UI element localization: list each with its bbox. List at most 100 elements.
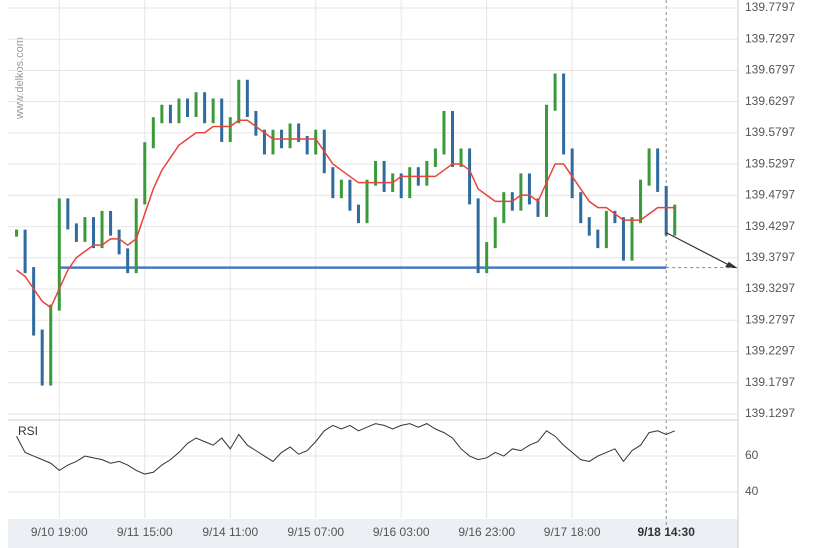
price-bar <box>305 135 309 155</box>
price-bar <box>288 123 292 149</box>
price-bar <box>442 110 446 155</box>
y-tick-label: 139.3297 <box>745 281 795 295</box>
price-bar <box>237 79 241 124</box>
price-bar <box>604 210 608 249</box>
price-bar <box>553 73 557 111</box>
price-bar <box>664 185 668 236</box>
x-tick-label: 9/16 03:00 <box>373 525 430 539</box>
price-bar <box>66 198 70 230</box>
x-tick-label: 9/16 23:00 <box>458 525 515 539</box>
price-bar <box>468 148 472 205</box>
price-bar <box>433 148 437 167</box>
price-bar <box>91 217 95 249</box>
y-tick-label: 139.5297 <box>745 156 795 170</box>
y-tick-label: 139.6797 <box>745 63 795 77</box>
x-tick-label: 9/14 11:00 <box>202 525 258 539</box>
price-bar <box>109 210 113 236</box>
price-bar <box>596 229 600 249</box>
price-bar <box>83 217 87 242</box>
price-bar <box>647 148 651 186</box>
price-bar <box>177 98 181 124</box>
price-bar <box>126 248 130 274</box>
price-bar <box>382 160 386 192</box>
price-bar <box>613 210 617 224</box>
price-bar <box>673 204 677 236</box>
price-bar <box>203 92 207 124</box>
price-bar <box>450 110 454 167</box>
price-bar <box>459 148 463 167</box>
y-tick-label: 139.4297 <box>745 219 795 233</box>
price-bar <box>254 110 258 136</box>
x-tick-label: 9/18 14:30 <box>638 525 696 539</box>
price-bar <box>40 329 44 386</box>
price-bar <box>134 198 138 274</box>
price-bar <box>425 160 429 186</box>
y-tick-label: 139.2797 <box>745 312 795 326</box>
y-tick-label: 139.2297 <box>745 344 795 358</box>
price-bar <box>15 229 19 237</box>
price-bar <box>117 229 121 255</box>
price-bar <box>587 217 591 236</box>
price-bar <box>348 179 352 211</box>
price-bar <box>32 267 36 336</box>
price-bar <box>23 229 27 274</box>
price-bar <box>271 129 275 155</box>
price-bar <box>519 173 523 211</box>
price-bar <box>151 117 155 149</box>
price-bar <box>297 123 301 142</box>
price-bar <box>57 198 61 311</box>
price-bar <box>545 104 549 217</box>
price-bar <box>493 217 497 249</box>
price-bar <box>399 173 403 199</box>
y-tick-label: 60 <box>745 448 759 462</box>
price-bar <box>621 217 625 261</box>
price-bar <box>536 198 540 217</box>
price-bar <box>630 217 634 261</box>
price-bar <box>100 210 104 249</box>
price-bar <box>562 73 566 155</box>
price-bar <box>527 173 531 205</box>
y-tick-label: 139.6297 <box>745 94 795 108</box>
price-bar <box>262 129 266 155</box>
y-tick-label: 139.5797 <box>745 125 795 139</box>
price-bar <box>579 192 583 224</box>
y-tick-label: 139.1297 <box>745 406 795 420</box>
price-bar <box>194 92 198 117</box>
price-bar <box>374 160 378 186</box>
price-bar <box>186 98 190 117</box>
rsi-line <box>16 423 675 475</box>
price-bar <box>160 104 164 124</box>
price-bar <box>365 179 369 224</box>
rsi-label: RSI <box>18 424 38 438</box>
price-bar <box>49 304 53 386</box>
x-tick-label: 9/11 15:00 <box>117 525 173 539</box>
price-bar <box>168 104 172 124</box>
y-tick-label: 139.4797 <box>745 188 795 202</box>
price-bar <box>314 129 318 155</box>
price-bar <box>228 117 232 142</box>
price-bar <box>74 223 78 242</box>
moving-average <box>16 119 675 309</box>
price-bar <box>331 167 335 199</box>
y-tick-label: 139.7797 <box>745 0 795 14</box>
price-bar <box>408 167 412 199</box>
price-bar <box>502 192 506 224</box>
x-tick-label: 9/10 19:00 <box>31 525 88 539</box>
price-bar <box>639 179 643 224</box>
watermark: www.delkos.com <box>14 37 26 120</box>
x-tick-label: 9/17 18:00 <box>544 525 601 539</box>
arrow-head <box>725 261 738 269</box>
price-bar <box>143 142 147 205</box>
y-tick-label: 139.1797 <box>745 375 795 389</box>
y-tick-label: 139.7297 <box>745 31 795 45</box>
price-bar <box>476 198 480 274</box>
price-bar <box>356 204 360 224</box>
price-bar <box>211 98 215 124</box>
price-bar <box>220 98 224 142</box>
x-tick-label: 9/15 07:00 <box>287 525 344 539</box>
y-tick-label: 139.3797 <box>745 250 795 264</box>
price-bar <box>656 148 660 192</box>
x-axis-strip <box>8 519 738 548</box>
